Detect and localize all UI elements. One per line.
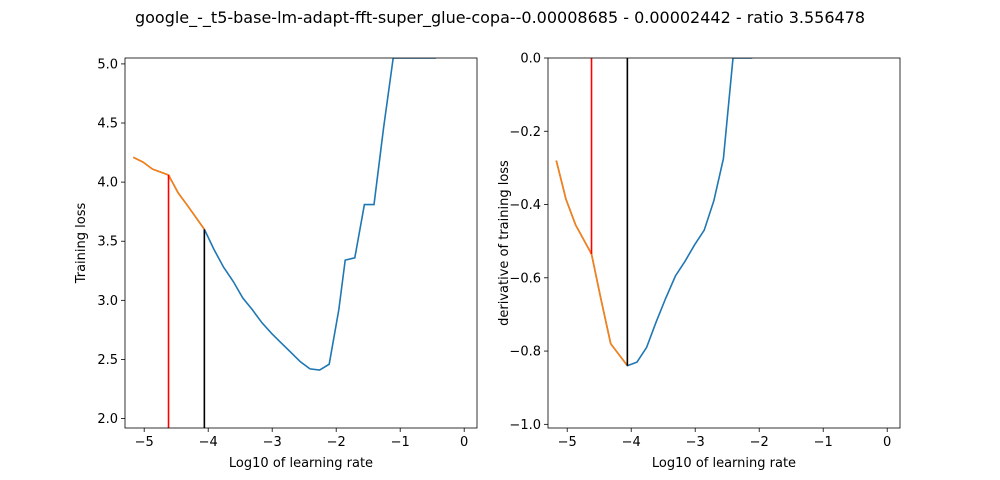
x-tick-label: 0 <box>460 435 468 450</box>
y-tick-label: 2.5 <box>97 353 118 368</box>
series-line-highlight <box>555 160 629 367</box>
y-tick-label: −0.2 <box>509 125 541 140</box>
x-tick-label: −4 <box>199 435 218 450</box>
series-line-highlight <box>132 156 206 230</box>
x-tick-label: −5 <box>135 435 154 450</box>
x-tick-label: −1 <box>814 435 833 450</box>
x-tick-label: −2 <box>750 435 769 450</box>
x-tick-label: −4 <box>622 435 641 450</box>
y-tick-label: 3.5 <box>97 235 118 250</box>
y-tick-label: 3.0 <box>97 294 118 309</box>
y-tick-label: 2.0 <box>97 412 118 427</box>
derivative-chart: −5 −4 −3 −2 −1 0 −1.0 −0.8 −0.6 −0.4 −0.2 0.0 Log10 … <box>497 52 901 471</box>
y-tick-label: −0.6 <box>509 271 541 286</box>
x-tick-label: −5 <box>558 435 577 450</box>
series-line-main <box>555 58 753 367</box>
y-tick-label: 4.5 <box>97 117 118 132</box>
x-tick-label: 0 <box>883 435 891 450</box>
figure-title: google_-_t5-base-lm-adapt-fft-super_glue… <box>135 8 865 28</box>
y-tick-label: −0.8 <box>509 345 541 360</box>
x-tick-label: −1 <box>391 435 410 450</box>
axes-frame <box>547 57 901 429</box>
series-line-main <box>132 58 436 371</box>
x-axis-label: Log10 of learning rate <box>652 456 796 471</box>
y-tick-label: 5.0 <box>97 57 118 72</box>
axes-frame <box>124 57 478 429</box>
y-tick-label: 4.0 <box>97 176 118 191</box>
x-tick-label: −3 <box>263 435 282 450</box>
x-tick-label: −2 <box>327 435 346 450</box>
y-tick-label: 0.0 <box>520 52 541 67</box>
x-axis-label: Log10 of learning rate <box>229 456 373 471</box>
y-tick-label: −0.4 <box>509 198 541 213</box>
y-axis-label: Training loss <box>74 203 89 285</box>
y-tick-label: −1.0 <box>509 418 541 433</box>
training-loss-chart: −5 −4 −3 −2 −1 0 2.0 2.5 3.0 3.5 4.0 4.5 5.0 Log10 of… <box>74 57 478 471</box>
y-axis-label: derivative of training loss <box>497 160 512 326</box>
x-tick-label: −3 <box>686 435 705 450</box>
